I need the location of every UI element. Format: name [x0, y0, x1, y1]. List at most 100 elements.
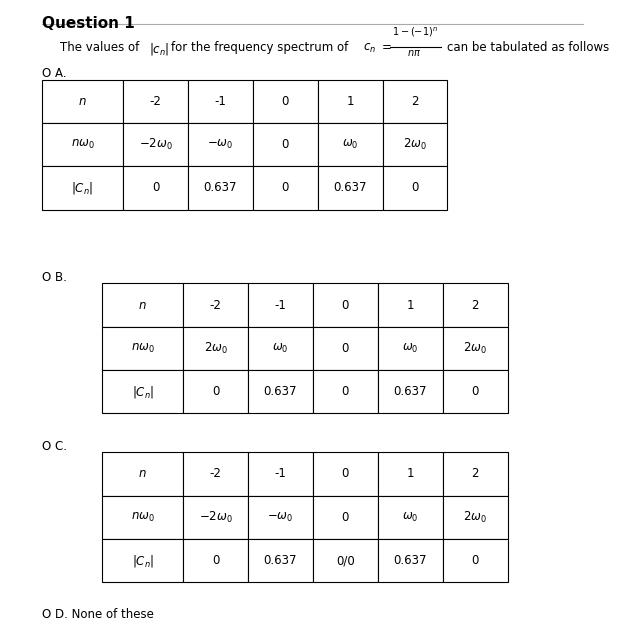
Bar — [313, 327, 378, 370]
Text: $2\omega_0$: $2\omega_0$ — [204, 341, 227, 356]
Bar — [102, 283, 183, 327]
Bar — [123, 166, 188, 210]
Text: 0: 0 — [282, 138, 289, 151]
Text: -2: -2 — [150, 95, 162, 108]
Bar — [443, 283, 508, 327]
Text: 0.637: 0.637 — [394, 385, 427, 398]
Bar — [378, 539, 443, 582]
Text: 0.637: 0.637 — [394, 554, 427, 567]
Text: The values of: The values of — [60, 41, 143, 54]
Bar — [253, 80, 318, 123]
Text: 0.637: 0.637 — [204, 182, 237, 194]
Bar — [183, 327, 248, 370]
Text: $\omega_0$: $\omega_0$ — [272, 342, 289, 355]
Text: 1: 1 — [406, 299, 414, 311]
Text: -2: -2 — [210, 299, 222, 311]
Bar — [248, 370, 313, 413]
Bar — [253, 123, 318, 166]
Text: 2: 2 — [471, 299, 479, 311]
Text: $n$: $n$ — [138, 299, 147, 311]
Text: $\omega_0$: $\omega_0$ — [402, 511, 419, 524]
Bar — [443, 452, 508, 496]
Bar — [313, 283, 378, 327]
Text: $1-(-1)^n$: $1-(-1)^n$ — [392, 26, 438, 39]
Text: 0.637: 0.637 — [333, 182, 367, 194]
Text: -1: -1 — [275, 299, 287, 311]
Bar — [123, 80, 188, 123]
Bar — [313, 452, 378, 496]
Bar — [313, 539, 378, 582]
Bar — [248, 283, 313, 327]
Text: $n\omega_0$: $n\omega_0$ — [71, 138, 94, 151]
Text: $\omega_0$: $\omega_0$ — [342, 138, 359, 151]
Text: O D. None of these: O D. None of these — [42, 608, 154, 621]
Bar — [183, 283, 248, 327]
Text: 0: 0 — [152, 182, 159, 194]
Text: 0: 0 — [412, 182, 419, 194]
Bar — [378, 370, 443, 413]
Text: O B.: O B. — [42, 271, 67, 283]
Bar — [102, 452, 183, 496]
Bar — [102, 496, 183, 539]
Text: 0: 0 — [212, 554, 219, 567]
Text: 0: 0 — [341, 299, 349, 311]
Bar — [183, 370, 248, 413]
Bar — [102, 327, 183, 370]
Bar — [183, 452, 248, 496]
Bar — [42, 80, 123, 123]
Bar — [248, 452, 313, 496]
Text: 0: 0 — [341, 511, 349, 524]
Bar — [318, 166, 383, 210]
Text: Question 1: Question 1 — [42, 16, 135, 31]
Bar — [313, 496, 378, 539]
Text: $2\omega_0$: $2\omega_0$ — [403, 137, 427, 152]
Text: $|C_n|$: $|C_n|$ — [131, 552, 154, 569]
Text: 0: 0 — [341, 385, 349, 398]
Bar — [188, 123, 253, 166]
Bar — [443, 539, 508, 582]
Text: -1: -1 — [215, 95, 226, 108]
Text: $|C_n|$: $|C_n|$ — [131, 383, 154, 400]
Bar — [443, 496, 508, 539]
Bar — [383, 80, 447, 123]
Text: O C.: O C. — [42, 440, 67, 452]
Text: =: = — [382, 41, 391, 54]
Text: $c_n$: $c_n$ — [363, 41, 376, 55]
Bar — [378, 452, 443, 496]
Bar — [248, 327, 313, 370]
Text: 0: 0 — [212, 385, 219, 398]
Text: 0: 0 — [471, 554, 479, 567]
Text: $n$: $n$ — [78, 95, 87, 108]
Bar — [188, 80, 253, 123]
Text: $-2\omega_0$: $-2\omega_0$ — [199, 510, 233, 525]
Text: $-\omega_0$: $-\omega_0$ — [207, 138, 234, 151]
Text: O A.: O A. — [42, 67, 66, 80]
Text: $|c_n|$: $|c_n|$ — [149, 41, 169, 57]
Text: 2: 2 — [471, 468, 479, 480]
Text: 0: 0 — [282, 182, 289, 194]
Bar — [378, 327, 443, 370]
Text: $n\omega_0$: $n\omega_0$ — [131, 342, 155, 355]
Text: 0/0: 0/0 — [336, 554, 355, 567]
Bar — [253, 166, 318, 210]
Bar — [188, 166, 253, 210]
Bar — [183, 496, 248, 539]
Bar — [42, 166, 123, 210]
Bar — [383, 123, 447, 166]
Bar — [248, 539, 313, 582]
Text: -2: -2 — [210, 468, 222, 480]
Text: $-\omega_0$: $-\omega_0$ — [268, 511, 294, 524]
Bar — [443, 370, 508, 413]
Bar — [318, 123, 383, 166]
Bar — [123, 123, 188, 166]
Text: for the frequency spectrum of: for the frequency spectrum of — [171, 41, 348, 54]
Text: 0.637: 0.637 — [264, 554, 297, 567]
Text: $\omega_0$: $\omega_0$ — [402, 342, 419, 355]
Bar — [313, 370, 378, 413]
Text: 2: 2 — [412, 95, 419, 108]
Bar — [378, 283, 443, 327]
Bar — [102, 539, 183, 582]
Bar — [42, 123, 123, 166]
Text: $n$: $n$ — [138, 468, 147, 480]
Bar — [443, 327, 508, 370]
